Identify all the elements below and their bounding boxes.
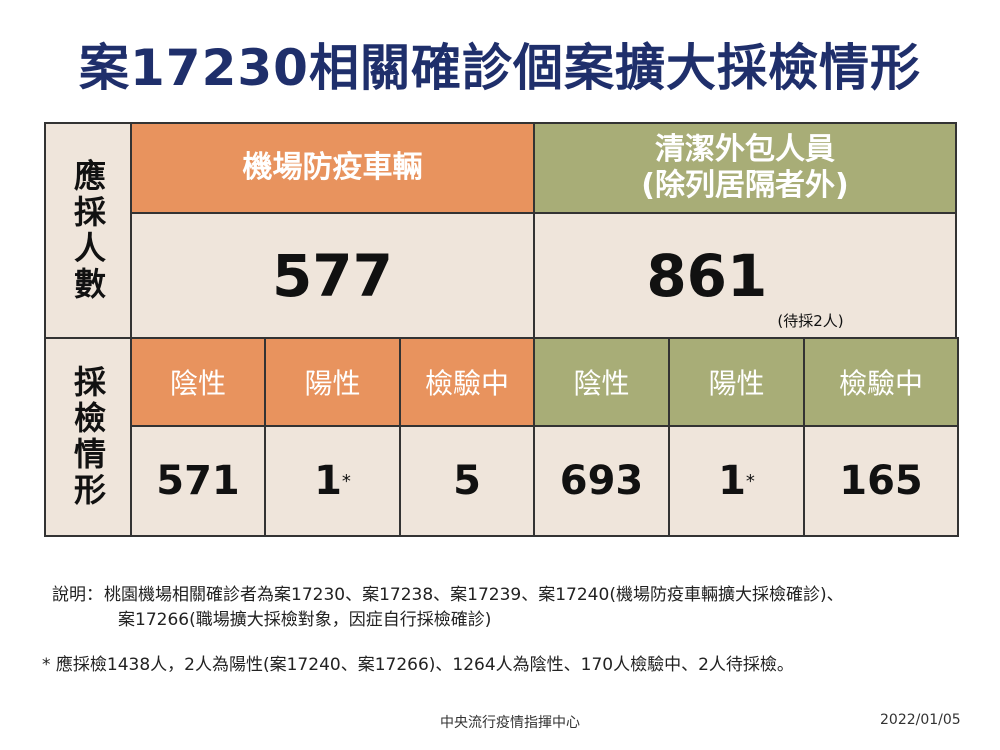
result-cell: 5 [399,425,535,537]
result-cell: 1 * [668,425,805,537]
explanation-label: 說明： [52,585,103,605]
result-cell: 693 [533,425,670,537]
result-label: 陰性 [573,367,630,400]
total-cell: 861 (待採2人) [533,212,957,339]
row-header: 應採人數 [44,122,132,339]
total-cell: 577 [130,212,535,339]
date: 2022/01/05 [880,712,961,728]
footnote: * 應採檢1438人，2人為陽性(案17240、案17266)、1264人為陰性… [42,655,794,675]
result-label-cell: 陰性 [533,337,670,427]
total: 577 [271,241,394,310]
result-label-cell: 陰性 [130,337,266,427]
result-cell: 1 * [264,425,401,537]
group-name: 清潔外包人員 [655,132,835,167]
result-value: 5 [453,458,481,504]
total: 861 [646,241,768,310]
result-mark: * [745,470,755,492]
group-name: 機場防疫車輛 [242,150,423,185]
total-note: (待採2人) [777,312,844,330]
group-header: 清潔外包人員 (除列居隔者外) [533,122,957,214]
result-label: 檢驗中 [838,367,923,400]
result-label: 檢驗中 [424,367,509,400]
result-value: 571 [156,458,240,504]
group-header: 機場防疫車輛 [130,122,535,214]
group-note: (除列居隔者外) [641,168,849,203]
row-header: 採檢情形 [44,337,132,537]
result-label: 陰性 [169,367,226,400]
result-value: 1 [718,458,746,504]
explanation-line: 案17266(職場擴大採檢對象，因症自行採檢確診) [118,610,492,630]
result-value: 1 [314,458,342,504]
result-mark: * [341,470,351,492]
explanation-line: 桃園機場相關確診者為案17230、案17238、案17239、案17240(機場… [104,585,844,605]
result-cell: 165 [803,425,959,537]
result-value: 693 [559,458,644,504]
title: 案17230相關確診個案擴大採檢情形 [79,39,921,97]
result-value: 165 [839,458,923,504]
result-label: 陽性 [304,367,361,400]
result-label: 陽性 [708,367,765,400]
result-label-cell: 陽性 [668,337,805,427]
result-label-cell: 檢驗中 [803,337,959,427]
source: 中央流行疫情指揮中心 [440,715,580,731]
result-cell: 571 [130,425,266,537]
result-label-cell: 檢驗中 [399,337,535,427]
result-label-cell: 陽性 [264,337,401,427]
